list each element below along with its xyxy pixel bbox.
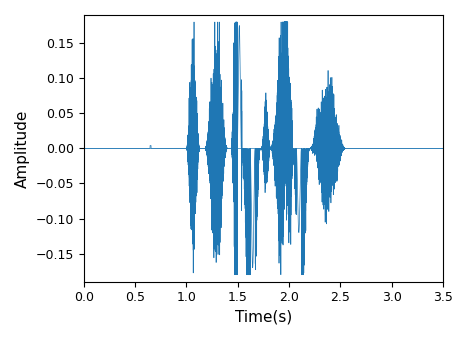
Y-axis label: Amplitude: Amplitude: [15, 109, 30, 188]
X-axis label: Time(s): Time(s): [235, 310, 292, 325]
